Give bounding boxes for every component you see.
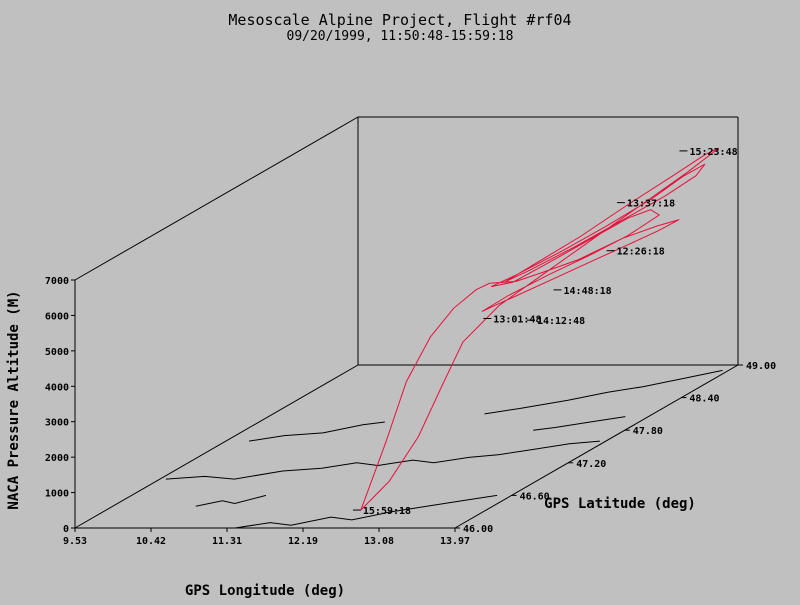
time-label: 14:48:18: [564, 286, 612, 297]
terrain-line: [484, 369, 723, 415]
y-tick-label: 49.00: [746, 361, 776, 372]
time-label: 12:26:18: [617, 247, 665, 258]
x-tick-label: 10.42: [136, 536, 166, 547]
time-label: 13:01:48: [493, 314, 541, 325]
back-left-top-edge: [74, 116, 359, 281]
terrain-line: [533, 416, 626, 431]
z-axis-label: NACA Pressure Altitude (M): [6, 290, 22, 509]
z-tick-label: 2000: [45, 453, 69, 464]
time-label: 13:37:18: [627, 199, 675, 210]
terrain-line: [248, 421, 385, 442]
z-tick-label: 4000: [45, 382, 69, 393]
terrain-outline: [165, 369, 723, 529]
flight-track-line: [360, 147, 720, 511]
z-tick-label: 6000: [45, 311, 69, 322]
x-tick-label: 11.31: [212, 536, 242, 547]
terrain-line: [195, 494, 267, 507]
x-axis-label: GPS Longitude (deg): [185, 583, 345, 599]
time-label: 14:12:48: [537, 316, 585, 327]
y-tick-label: 47.20: [576, 459, 606, 470]
chart-title: Mesoscale Alpine Project, Flight #rf04: [228, 11, 571, 29]
y-tick-label: 48.40: [689, 394, 719, 405]
y-axis-label: GPS Latitude (deg): [544, 496, 696, 512]
terrain-line: [234, 494, 498, 529]
floor-left-edge: [74, 364, 359, 529]
z-tick-label: 0: [63, 524, 69, 535]
y-axis-line: [454, 364, 739, 529]
x-tick-label: 13.97: [440, 536, 470, 547]
terrain-line: [165, 440, 600, 480]
x-tick-label: 12.19: [288, 536, 318, 547]
time-label: 15:23:48: [689, 147, 737, 158]
y-tick-label: 46.60: [520, 491, 550, 502]
y-tick-label: 46.00: [463, 524, 493, 535]
z-tick-label: 7000: [45, 276, 69, 287]
axes-frame: [74, 116, 739, 529]
y-tick-label: 47.80: [633, 426, 663, 437]
x-tick-label: 9.53: [63, 536, 87, 547]
x-tick-label: 13.08: [364, 536, 394, 547]
chart-subtitle: 09/20/1999, 11:50:48-15:59:18: [287, 29, 514, 44]
z-tick-label: 1000: [45, 489, 69, 500]
z-tick-label: 5000: [45, 347, 69, 358]
z-tick-label: 3000: [45, 418, 69, 429]
flight-track: [360, 147, 720, 511]
time-label: 15:59:18: [363, 506, 411, 517]
time-labels: 15:23:48 13:37:18 12:26:18 14:48:18 13:01:48…: [352, 147, 738, 517]
